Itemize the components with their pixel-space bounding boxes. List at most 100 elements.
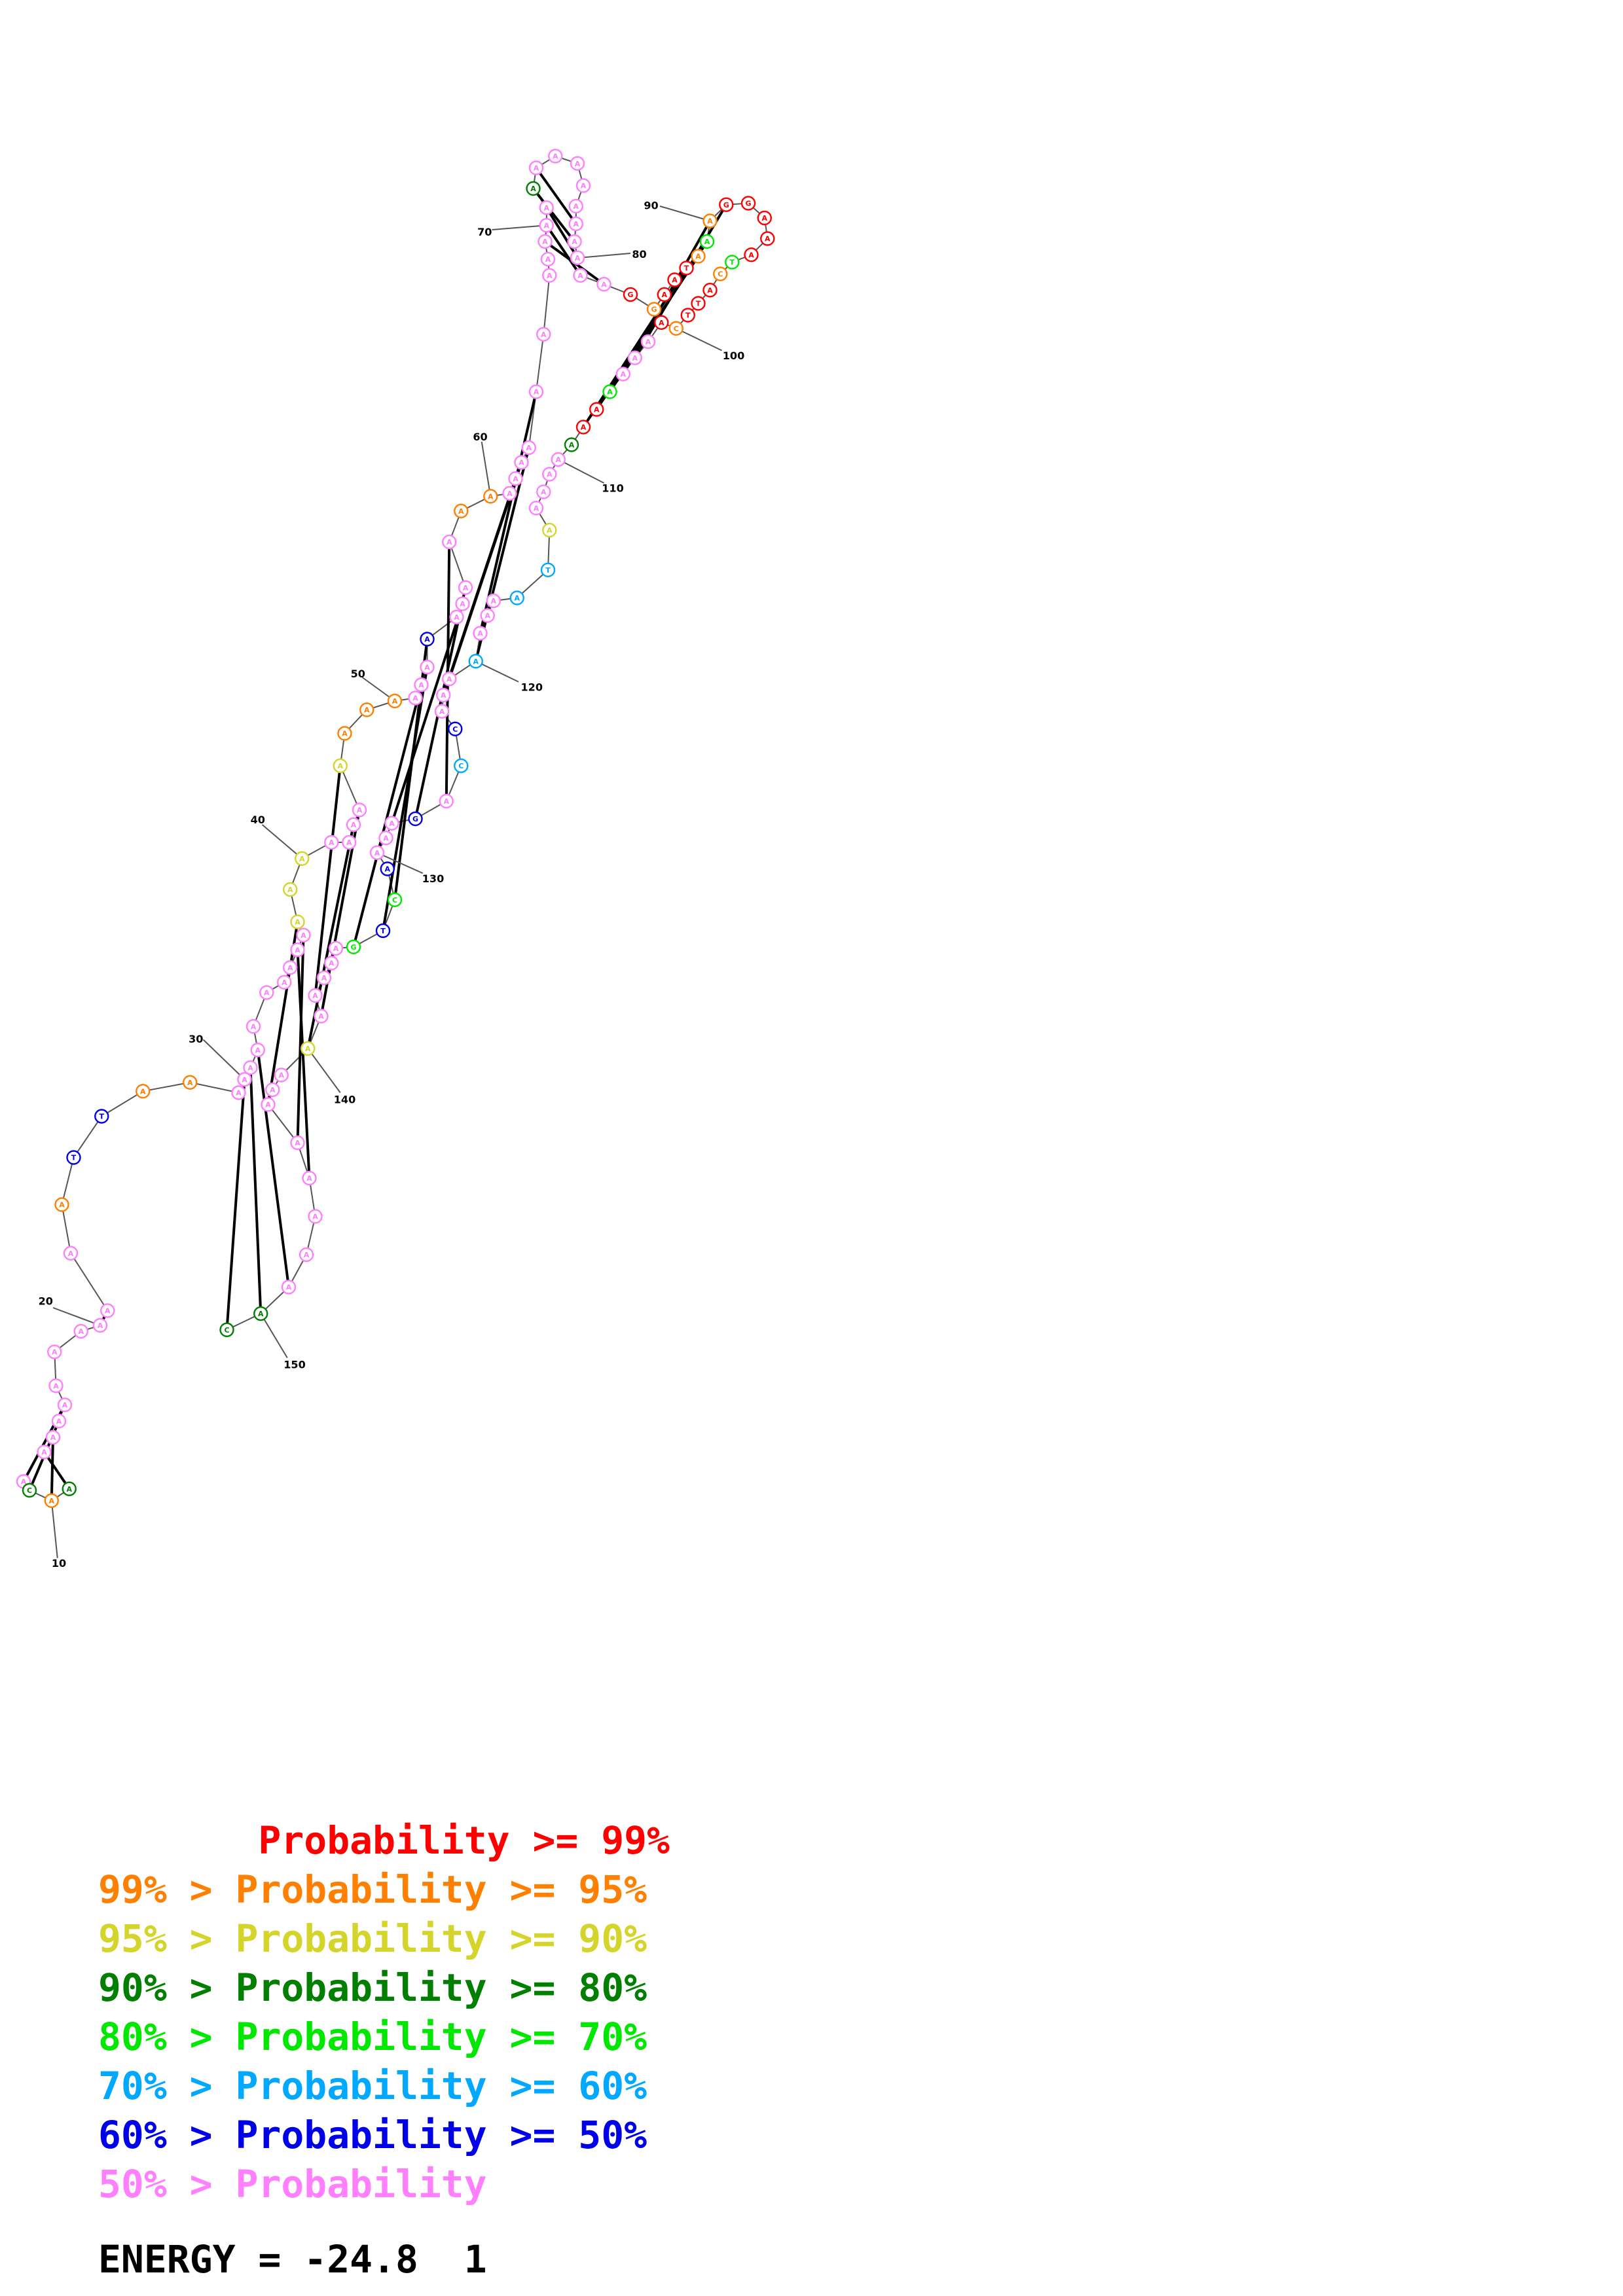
nucleotide-circle bbox=[290, 914, 305, 929]
nucleotide-circle bbox=[627, 350, 642, 365]
nucleotide-letter: A bbox=[477, 630, 483, 638]
nucleotide-letter: A bbox=[581, 182, 587, 190]
nucleotide-letter: A bbox=[473, 657, 479, 666]
nucleotide: T bbox=[66, 1150, 81, 1165]
nucleotide: A bbox=[420, 632, 435, 647]
nucleotide-letter: A bbox=[255, 1046, 261, 1054]
nucleotide-letter: A bbox=[287, 886, 293, 894]
nucleotide: T bbox=[94, 1109, 109, 1124]
nucleotide: A bbox=[657, 287, 672, 302]
base-pair-bond bbox=[390, 603, 464, 824]
nucleotide-circle bbox=[333, 758, 348, 774]
position-tick bbox=[50, 1500, 58, 1558]
nucleotide: A bbox=[346, 817, 361, 833]
nucleotide: C bbox=[454, 758, 469, 774]
nucleotide-circle bbox=[528, 160, 544, 175]
nucleotide-circle bbox=[301, 1041, 316, 1056]
nucleotide-letter: G bbox=[627, 291, 633, 299]
position-tick bbox=[676, 327, 722, 351]
nucleotide: A bbox=[387, 693, 403, 709]
nucleotide-circle bbox=[342, 834, 357, 850]
nucleotide-letter: A bbox=[424, 636, 430, 644]
nucleotide-circle bbox=[468, 654, 483, 669]
base-pair-bond bbox=[43, 1451, 71, 1490]
nucleotide-circle bbox=[679, 260, 694, 276]
base-pair-bond bbox=[256, 1049, 290, 1287]
nucleotide: A bbox=[502, 486, 517, 501]
nucleotide-circle bbox=[442, 534, 457, 550]
nucleotide: A bbox=[283, 960, 298, 975]
nucleotide: A bbox=[63, 1246, 79, 1261]
nucleotide: A bbox=[62, 1481, 77, 1496]
nucleotide: A bbox=[420, 660, 435, 675]
base-pair-bond bbox=[382, 666, 429, 931]
nucleotide-circle bbox=[261, 1097, 276, 1112]
nucleotide: A bbox=[283, 882, 298, 897]
nucleotide-letter: A bbox=[265, 1101, 271, 1109]
nucleotide-circle bbox=[45, 1429, 61, 1445]
nucleotide-letter: C bbox=[27, 1486, 32, 1495]
nucleotide-circle bbox=[760, 231, 775, 246]
nucleotide-circle bbox=[526, 181, 541, 196]
nucleotide-circle bbox=[439, 793, 454, 809]
nucleotide-letter: A bbox=[278, 1071, 284, 1080]
position-label: 140 bbox=[334, 1093, 356, 1105]
base-pair-bond bbox=[414, 587, 467, 819]
probability-legend: Probability >= 99% 99% > Probability >= 9… bbox=[98, 1816, 753, 2209]
nucleotide-letter: A bbox=[258, 1310, 264, 1318]
nucleotide-letter: T bbox=[684, 264, 689, 273]
nucleotide-circle bbox=[602, 384, 617, 399]
base-pair-bond bbox=[532, 187, 576, 243]
nucleotide: C bbox=[219, 1322, 234, 1337]
nucleotide-circle bbox=[324, 956, 339, 971]
nucleotide: A bbox=[538, 234, 553, 249]
nucleotide-letter: A bbox=[573, 220, 579, 228]
nucleotide-letter: A bbox=[21, 1478, 27, 1486]
nucleotide-letter: A bbox=[295, 946, 301, 954]
base-pair-bond bbox=[479, 391, 538, 634]
nucleotide: A bbox=[296, 927, 311, 942]
nucleotide-circle bbox=[328, 941, 344, 956]
nucleotide-letter: C bbox=[452, 725, 458, 734]
nucleotide: A bbox=[539, 200, 554, 215]
nucleotide: A bbox=[316, 970, 332, 986]
nucleotide-letter: A bbox=[661, 291, 667, 299]
base-pair-bond bbox=[535, 167, 577, 225]
nucleotide: A bbox=[324, 956, 339, 971]
nucleotide-letter: A bbox=[707, 286, 713, 295]
nucleotide-letter: A bbox=[490, 597, 496, 605]
nucleotide-letter: A bbox=[412, 694, 418, 703]
nucleotide-letter: A bbox=[542, 238, 548, 246]
nucleotide-letter: A bbox=[56, 1417, 62, 1426]
base-pair-bond bbox=[545, 224, 582, 276]
nucleotide: A bbox=[568, 216, 583, 232]
nucleotide-letter: A bbox=[389, 819, 395, 828]
nucleotide-circle bbox=[691, 296, 706, 311]
nucleotide: A bbox=[290, 1135, 305, 1151]
nucleotide: A bbox=[246, 1019, 261, 1034]
nucleotide-letter: A bbox=[418, 681, 424, 689]
nucleotide-letter: A bbox=[646, 338, 651, 346]
nucleotide-circle bbox=[231, 1085, 246, 1100]
nucleotide: A bbox=[468, 654, 483, 669]
nucleotide: A bbox=[536, 327, 551, 342]
nucleotide: A bbox=[702, 213, 718, 228]
nucleotide-circle bbox=[375, 923, 391, 939]
nucleotide-letter: A bbox=[105, 1307, 111, 1316]
legend-row: 70% > Probability >= 60% bbox=[98, 2064, 647, 2108]
nucleotide: A bbox=[37, 1444, 52, 1460]
nucleotide: A bbox=[540, 251, 556, 267]
nucleotide: A bbox=[521, 440, 536, 456]
position-tick bbox=[261, 824, 302, 859]
nucleotide: A bbox=[308, 988, 323, 1003]
nucleotide-circle bbox=[486, 593, 501, 609]
nucleotide: C bbox=[668, 321, 684, 336]
nucleotide-letter: A bbox=[282, 978, 287, 987]
nucleotide-circle bbox=[308, 1209, 323, 1224]
nucleotide-letter: A bbox=[333, 944, 339, 953]
nucleotide-circle bbox=[283, 960, 298, 975]
nucleotide-letter: A bbox=[295, 918, 301, 927]
nucleotide-letter: A bbox=[383, 834, 389, 842]
nucleotide-circle bbox=[589, 402, 604, 417]
